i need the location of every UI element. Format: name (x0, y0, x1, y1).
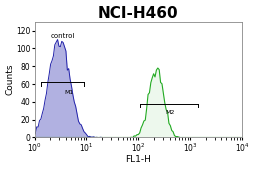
X-axis label: FL1-H: FL1-H (125, 155, 151, 164)
Text: M2: M2 (165, 110, 174, 115)
Text: M1: M1 (64, 90, 73, 95)
Text: control: control (50, 33, 74, 39)
Y-axis label: Counts: Counts (6, 64, 14, 95)
Title: NCI-H460: NCI-H460 (98, 6, 178, 21)
